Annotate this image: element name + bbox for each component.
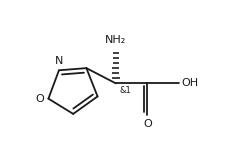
Text: O: O [142,119,151,129]
Text: N: N [54,56,63,66]
Text: NH₂: NH₂ [105,35,126,45]
Text: O: O [35,94,44,104]
Text: &1: &1 [119,86,131,95]
Text: OH: OH [181,78,198,88]
